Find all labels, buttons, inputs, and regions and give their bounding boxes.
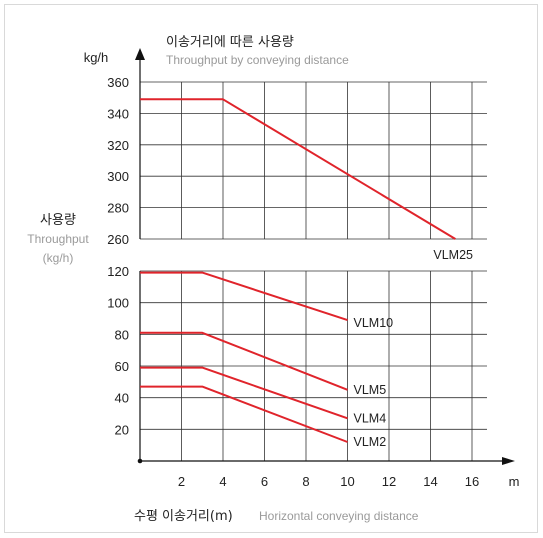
x-tick-label: 14 [423,474,437,489]
y-tick-label: 20 [115,422,129,437]
y-tick-label: 280 [107,201,129,216]
y-tick-label: 80 [115,327,129,342]
y-tick-label: 120 [107,264,129,279]
y-axis-label-en: Throughput [27,232,89,246]
y-axis-arrow [135,48,145,60]
y-axis-label-ko: 사용량 [40,213,76,228]
chart-subtitle: Throughput by conveying distance [166,53,349,67]
x-axis-unit: m [509,474,520,489]
y-axis-unit: kg/h [84,50,109,65]
series-lines [140,98,456,443]
chart-title: 이송거리에 따른 사용량 [166,35,294,50]
tick-labels: 360 340 320 300 280 260 120 100 80 60 40 20 2 4 6 8 10 12… [107,75,479,489]
x-axis-label-en: Horizontal conveying distance [259,509,419,523]
series-labels: VLM25 VLM10 VLM5 VLM4 VLM2 [354,248,474,449]
y-tick-label: 40 [115,391,129,406]
series-label-vlm2: VLM2 [354,435,387,449]
axes [135,48,515,465]
y-tick-label: 320 [107,138,129,153]
x-tick-label: 12 [382,474,396,489]
y-axis-label-unit: (kg/h) [43,251,74,265]
series-line-vlm2 [140,385,348,443]
y-tick-label: 340 [107,106,129,121]
series-line-vlm10 [140,271,348,322]
series-label-vlm4: VLM4 [354,411,387,425]
x-tick-label: 4 [219,474,226,489]
x-tick-label: 2 [178,474,185,489]
y-tick-label: 100 [107,296,129,311]
series-line-vlm4 [140,366,348,420]
series-label-vlm5: VLM5 [354,383,387,397]
y-tick-label: 60 [115,359,129,374]
series-label-vlm10: VLM10 [354,316,394,330]
x-axis-label-ko: 수평 이송거리(m) [134,509,233,524]
series-label-vlm25: VLM25 [433,248,473,262]
x-axis-arrow [502,457,515,465]
series-line-vlm25 [140,98,456,240]
x-tick-label: 6 [261,474,268,489]
y-tick-label: 260 [107,232,129,247]
origin-dot [137,458,143,464]
y-tick-label: 360 [107,75,129,90]
y-tick-label: 300 [107,169,129,184]
x-tick-label: 10 [340,474,354,489]
x-tick-label: 16 [465,474,479,489]
grid [140,81,487,461]
series-line-vlm5 [140,331,348,391]
x-tick-label: 8 [302,474,309,489]
chart-frame [4,4,538,533]
